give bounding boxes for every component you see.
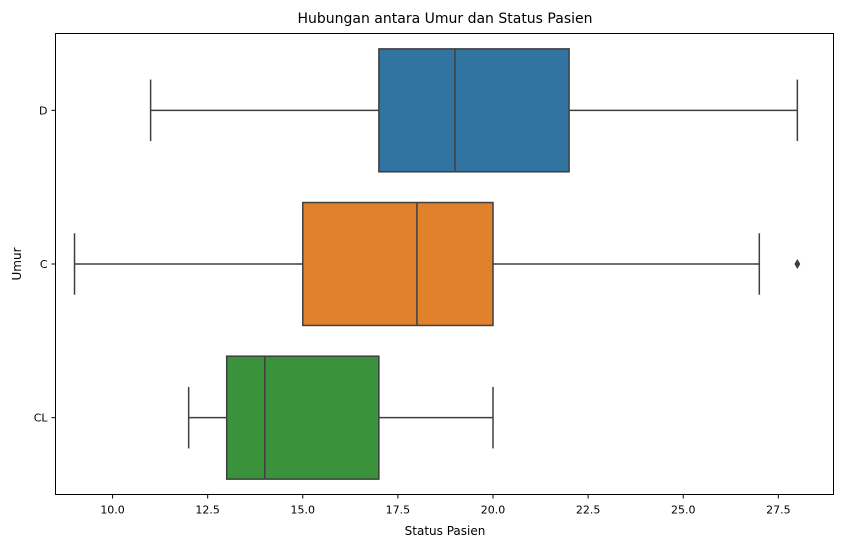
y-tick-label: CL (34, 412, 49, 425)
x-axis-label: Status Pasien (405, 524, 486, 538)
x-tick-label: 10.0 (100, 504, 125, 517)
boxes-layer (73, 48, 801, 480)
chart-title: Hubungan antara Umur dan Status Pasien (297, 11, 592, 27)
x-tick-label: 12.5 (195, 504, 220, 517)
box-cl (187, 355, 494, 480)
x-tick-label: 25.0 (671, 504, 696, 517)
box-d (149, 48, 799, 173)
y-tick-label: C (40, 258, 48, 271)
iqr-box (378, 48, 570, 173)
x-tick-label: 20.0 (481, 504, 506, 517)
x-tick-label: 17.5 (386, 504, 411, 517)
y-axis-label: Umur (10, 247, 24, 280)
x-tick-label: 15.0 (291, 504, 316, 517)
x-tick-label: 22.5 (576, 504, 601, 517)
y-tick-label: D (39, 104, 47, 117)
iqr-box (302, 201, 494, 327)
box-c (73, 201, 801, 327)
iqr-box (225, 355, 380, 480)
plot-frame (55, 33, 834, 495)
x-tick-label: 27.5 (766, 504, 791, 517)
tick-layer: 10.0 12.5 15.0 17.5 20.0 22.5 25.0 27.5 D C CL (34, 104, 791, 516)
outlier-point (794, 259, 801, 269)
